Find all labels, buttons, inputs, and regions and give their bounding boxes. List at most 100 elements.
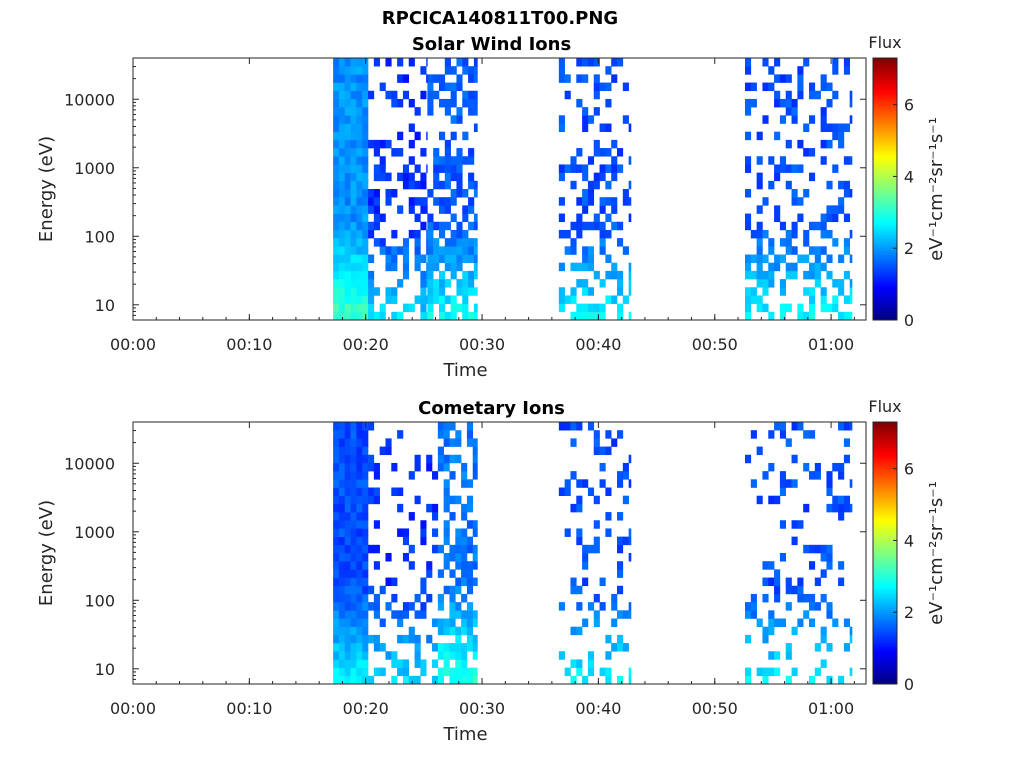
spectrogram-cell (338, 626, 346, 636)
spectrogram-cell (362, 131, 369, 141)
spectrogram-cell (797, 585, 804, 595)
spectrogram-cell (558, 74, 565, 83)
spectrogram-cell (820, 287, 827, 296)
spectrogram-cell (461, 512, 468, 521)
spectrogram-cell (350, 520, 357, 529)
spectrogram-cell (468, 148, 475, 157)
spectrogram-cell (744, 66, 752, 75)
colorbar-segment (873, 598, 897, 602)
spectrogram-cell (414, 659, 421, 668)
spectrogram-cell (391, 651, 398, 660)
spectrogram-cell (385, 262, 392, 272)
spectrogram-cell (466, 430, 474, 439)
colorbar-segment (873, 566, 897, 569)
colorbar-segment (873, 252, 897, 255)
spectrogram-cell (622, 82, 629, 92)
spectrogram-cell (338, 520, 346, 529)
spectrogram-cell (605, 82, 612, 92)
x-tick-label: 01:00 (808, 335, 854, 354)
x-axis-label: Time (442, 360, 487, 381)
spectrogram-cell (426, 270, 428, 280)
colorbar-segment (873, 287, 897, 290)
spectrogram-cell (420, 528, 427, 537)
spectrogram-cell (593, 495, 600, 505)
spectrogram-cell (427, 303, 434, 313)
spectrogram-cell (582, 553, 589, 562)
spectrogram-cell (444, 98, 451, 108)
spectrogram-cell (455, 544, 462, 554)
spectrogram-cell (785, 651, 792, 660)
spectrogram-cell (356, 295, 363, 304)
spectrogram-cell (444, 295, 451, 304)
x-tick-label: 00:50 (692, 699, 738, 718)
spectrogram-cell (472, 462, 478, 472)
spectrogram-cell (838, 254, 845, 263)
colorbar-segment (873, 561, 897, 565)
spectrogram-cell (379, 618, 386, 627)
spectrogram-cell (838, 495, 845, 505)
spectrogram-cell (338, 422, 346, 431)
spectrogram-cell (576, 303, 583, 313)
spectrogram-cell (350, 503, 357, 513)
spectrogram-cell (472, 561, 478, 570)
colorbar-tick-label: 0 (904, 675, 914, 694)
spectrogram-cell (814, 602, 821, 611)
colorbar-segment (873, 271, 897, 275)
spectrogram-cell (414, 164, 421, 173)
spectrogram-cell (814, 462, 821, 472)
spectrogram-cell (450, 66, 457, 75)
spectrogram-cell (473, 303, 478, 313)
spectrogram-cell (373, 205, 380, 214)
spectrogram-cell (564, 164, 571, 173)
spectrogram-cell (444, 221, 451, 231)
spectrogram-cell (576, 479, 583, 488)
spectrogram-cell (362, 107, 369, 116)
spectrogram-cell (779, 479, 787, 488)
spectrogram-cell (843, 238, 851, 247)
spectrogram-cell (466, 618, 474, 627)
spectrogram-cell (402, 238, 410, 247)
spectrogram-cell (611, 438, 618, 447)
spectrogram-cell (582, 561, 589, 570)
spectrogram-cell (350, 123, 357, 132)
spectrogram-cell (473, 311, 478, 321)
spectrogram-cell (570, 221, 577, 231)
spectrogram-cell (438, 131, 446, 141)
spectrogram-cell (849, 311, 853, 321)
spectrogram-cell (472, 675, 478, 685)
spectrogram-cell (750, 287, 757, 296)
spectrogram-cell (599, 197, 606, 206)
colorbar-segment (873, 550, 897, 554)
colorbar-segment (873, 132, 897, 135)
spectrogram-cell (472, 577, 478, 587)
spectrogram-cell (356, 675, 363, 685)
spectrogram-cell (843, 189, 851, 198)
spectrogram-cell (466, 536, 474, 546)
spectrogram-cell (808, 148, 816, 157)
spectrogram-cell (774, 667, 781, 677)
spectrogram-cell (785, 303, 792, 313)
spectrogram-cell (344, 90, 351, 100)
spectrogram-cell (362, 172, 369, 182)
spectrogram-cell (362, 254, 369, 263)
x-tick-label: 00:30 (459, 699, 505, 718)
colorbar-segment (873, 276, 897, 280)
spectrogram-cell (338, 303, 346, 313)
colorbar-segment (873, 504, 897, 508)
spectrogram-cell (443, 422, 450, 431)
spectrogram-cell (843, 246, 851, 255)
x-tick-label: 00:00 (110, 699, 156, 718)
spectrogram-cell (379, 82, 386, 92)
spectrogram-cell (333, 569, 340, 578)
spectrogram-cell (338, 536, 346, 546)
spectrogram-cell (438, 229, 446, 239)
spectrogram-cell (756, 156, 763, 165)
spectrogram-cell (472, 471, 478, 480)
spectrogram-cell (344, 221, 351, 231)
colorbar-segment (873, 424, 897, 427)
spectrogram-cell (617, 585, 624, 595)
spectrogram-cell (611, 262, 618, 272)
colorbar-segment (873, 140, 897, 144)
colorbar-segment (873, 313, 897, 317)
spectrogram-cell (762, 593, 769, 603)
